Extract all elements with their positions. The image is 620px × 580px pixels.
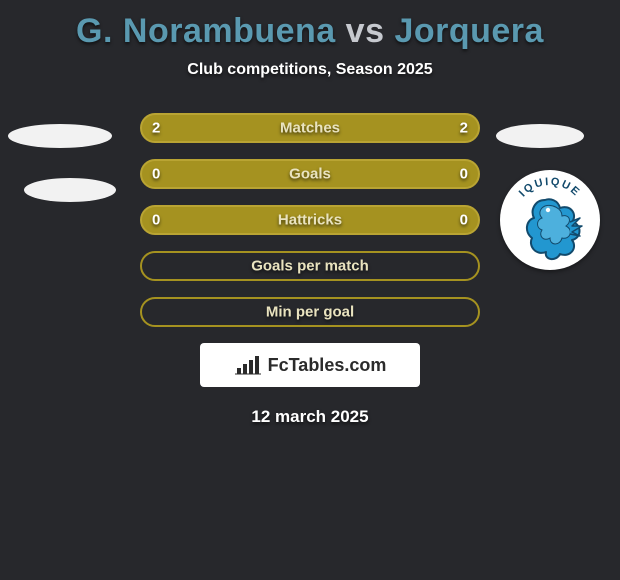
vs-separator: vs — [346, 12, 385, 50]
stat-label: Matches — [140, 120, 480, 137]
stat-row: 22Matches — [140, 113, 480, 143]
stat-row: 00Goals — [140, 159, 480, 189]
subtitle: Club competitions, Season 2025 — [0, 61, 620, 79]
club-badge: IQUIQUE — [500, 170, 600, 270]
barchart-icon — [234, 354, 262, 376]
team-logo-placeholder — [24, 178, 116, 202]
stat-label: Goals per match — [140, 258, 480, 275]
date-label: 12 march 2025 — [0, 407, 620, 427]
stats-panel: 22Matches 00Goals 00Hattricks Goals per mat… — [140, 113, 480, 327]
branding-box: FcTables.com — [200, 343, 420, 387]
stat-label: Min per goal — [140, 304, 480, 321]
player2-name: Jorquera — [394, 12, 544, 50]
stat-label: Goals — [140, 166, 480, 183]
branding-text: FcTables.com — [268, 355, 387, 376]
team-logo-placeholder — [8, 124, 112, 148]
player1-name: G. Norambuena — [76, 12, 336, 50]
stat-row: 00Hattricks — [140, 205, 480, 235]
stat-row: Goals per match — [140, 251, 480, 281]
team-logo-placeholder — [496, 124, 584, 148]
page-title: G. Norambuena vs Jorquera — [0, 0, 620, 51]
stat-label: Hattricks — [140, 212, 480, 229]
stat-row: Min per goal — [140, 297, 480, 327]
